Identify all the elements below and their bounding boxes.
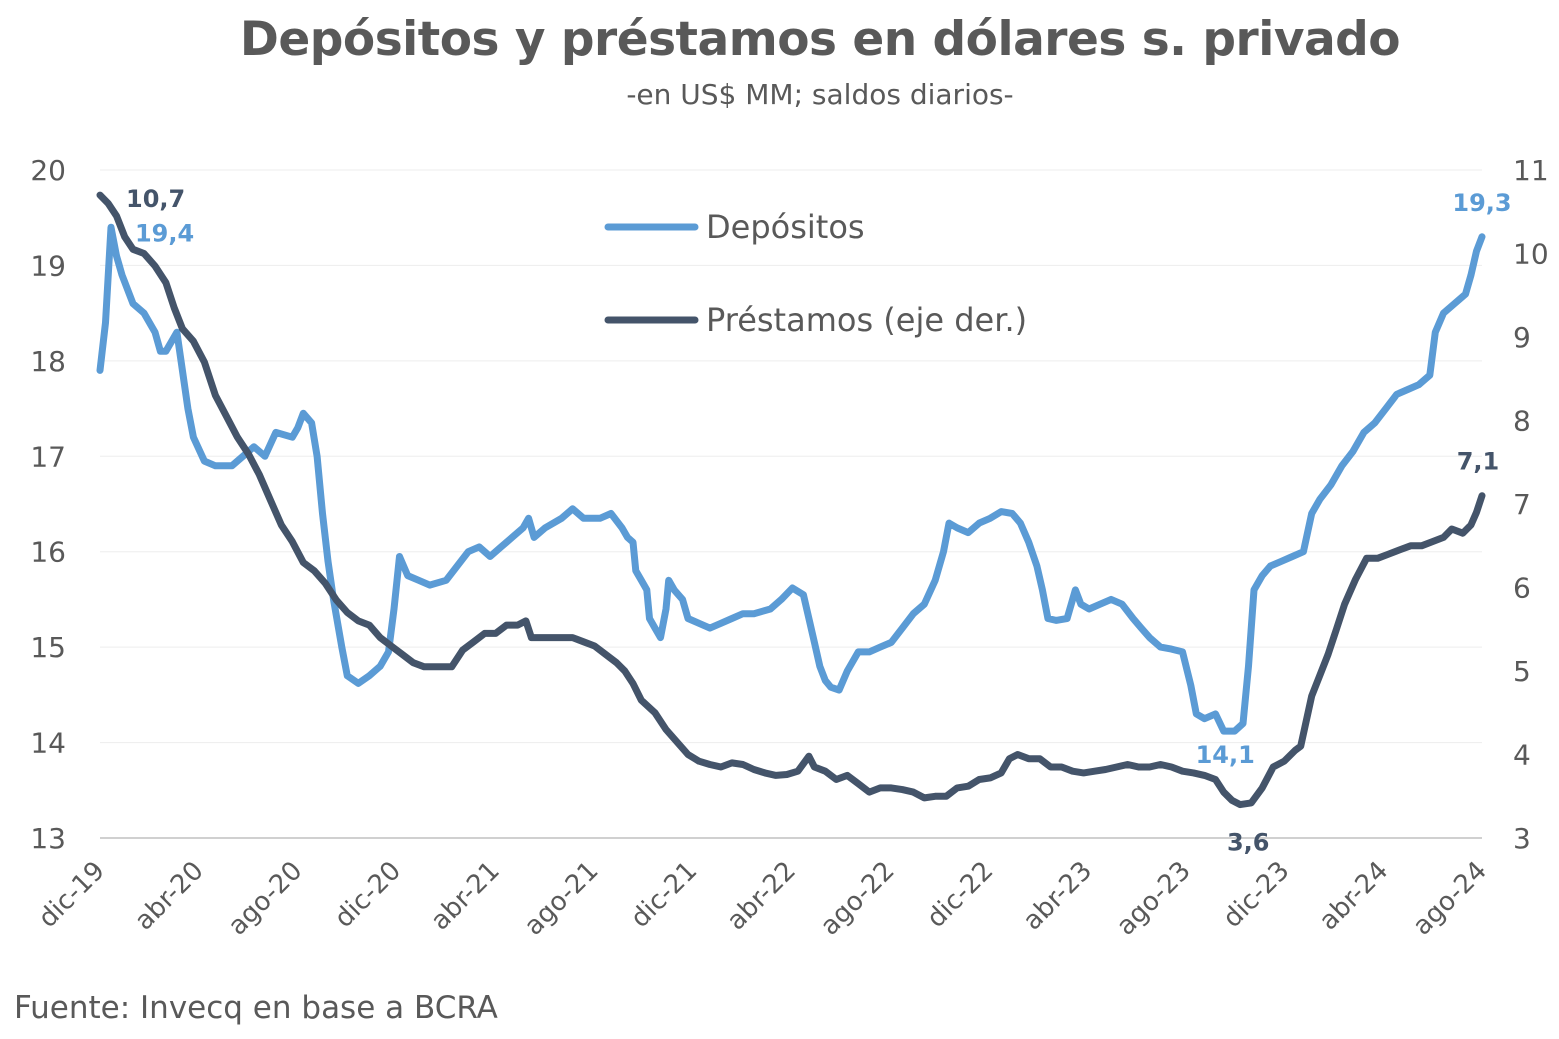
x-tick-label: abr-23 [1018, 856, 1099, 937]
series-line-depositos [96, 223, 1486, 735]
legend-label-prestamos: Préstamos (eje der.) [706, 301, 1027, 339]
chart-title: Depósitos y préstamos en dólares s. priv… [239, 12, 1401, 67]
x-tick-label: abr-20 [129, 856, 210, 937]
y-left-tick-label: 16 [30, 536, 66, 569]
y-left-tick-label: 19 [30, 249, 66, 282]
legend-label-depositos: Depósitos [706, 208, 865, 246]
x-tick-label: dic-20 [329, 856, 407, 934]
grid-lines [100, 169, 1482, 839]
x-tick-label: dic-21 [625, 856, 703, 934]
y-right-tick-label: 9 [1513, 321, 1531, 354]
x-tick-label: abr-22 [721, 856, 802, 937]
y-right-tick-label: 3 [1513, 822, 1531, 855]
x-tick-label: abr-21 [425, 856, 506, 937]
series-line-prestamos [96, 191, 1486, 809]
legend: Depósitos Préstamos (eje der.) [604, 208, 1027, 339]
y-left-tick-label: 13 [30, 822, 66, 855]
x-tick-label: ago-21 [519, 856, 605, 942]
x-axis: dic-19 abr-20 ago-20 dic-20 abr-21 ago-21 dic-… [33, 856, 1493, 942]
y-left-tick-label: 18 [30, 345, 66, 378]
x-tick-label: abr-24 [1314, 856, 1395, 937]
data-label: 10,7 [126, 185, 185, 213]
y-right-tick-label: 11 [1513, 154, 1549, 187]
x-tick-label: ago-20 [223, 856, 309, 942]
x-tick-label: ago-24 [1407, 856, 1493, 942]
data-label: 19,3 [1452, 189, 1511, 217]
y-right-tick-label: 7 [1513, 488, 1531, 521]
x-tick-label: ago-23 [1111, 856, 1197, 942]
y-right-tick-label: 5 [1513, 655, 1531, 688]
source-note: Fuente: Invecq en base a BCRA [14, 990, 498, 1026]
x-tick-label: dic-22 [921, 856, 999, 934]
data-label: 14,1 [1196, 741, 1255, 769]
x-tick-label: dic-19 [33, 856, 111, 934]
x-tick-label: ago-22 [815, 856, 901, 942]
y-right-tick-label: 4 [1513, 739, 1531, 772]
y-right-tick-label: 10 [1513, 238, 1549, 271]
y-left-tick-label: 20 [30, 154, 66, 187]
data-label: 19,4 [135, 219, 194, 247]
y-right-tick-label: 6 [1513, 572, 1531, 605]
y-left-tick-label: 15 [30, 631, 66, 664]
data-label: 7,1 [1457, 448, 1500, 476]
series-lines [96, 191, 1486, 809]
y-axis-right: 3 4 5 6 7 8 9 10 11 [1513, 154, 1549, 855]
y-left-tick-label: 17 [30, 440, 66, 473]
data-label: 3,6 [1227, 829, 1270, 857]
y-axis-left: 13 14 15 16 17 18 19 20 [30, 154, 66, 855]
y-right-tick-label: 8 [1513, 405, 1531, 438]
y-left-tick-label: 14 [30, 727, 66, 760]
chart-subtitle: -en US$ MM; saldos diarios- [626, 78, 1014, 111]
x-tick-label: dic-23 [1217, 856, 1295, 934]
data-labels: 10,7 19,4 14,1 3,6 19,3 7,1 [126, 185, 1512, 857]
